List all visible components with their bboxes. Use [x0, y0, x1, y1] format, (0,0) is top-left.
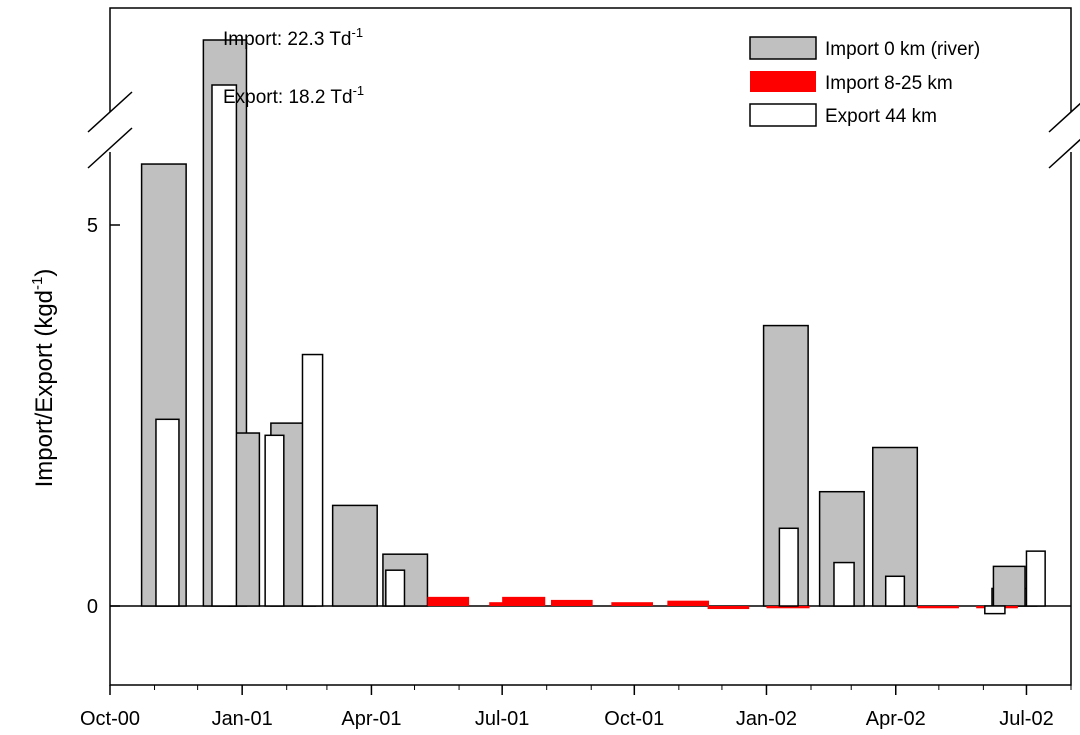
- legend-label-import-8-25: Import 8-25 km: [825, 73, 953, 94]
- legend-swatch-export-44: [749, 103, 817, 127]
- y-tick-label-1: 5: [87, 215, 98, 237]
- bar-export-44-km-6: [833, 561, 855, 607]
- break-slash-bottom-left: [87, 127, 133, 169]
- bar-import-0-km-river-4: [331, 504, 378, 607]
- bars-layer: [140, 39, 1046, 615]
- break-gap-right: [1068, 112, 1074, 152]
- x-tick-label-1: Jan-01: [212, 708, 273, 730]
- bar-export-44-km-2: [264, 434, 285, 607]
- bar-export-44-km-7: [884, 575, 906, 607]
- legend-label-export-44: Export 44 km: [825, 106, 937, 127]
- bar-import-8-25-km-3: [550, 599, 593, 606]
- import-annotation: Import: 22.3 Td-1: [223, 25, 363, 50]
- legend-swatch-import-river: [749, 36, 817, 60]
- legend: Import 0 km (river) Import 8-25 km Expor…: [749, 36, 980, 127]
- legend-label-import-river: Import 0 km (river): [825, 39, 980, 60]
- bar-export-44-km-0: [155, 418, 180, 607]
- break-gap-left: [107, 112, 113, 152]
- x-tick-label-4: Oct-01: [604, 708, 664, 730]
- bar-export-44-km-9: [1025, 550, 1046, 607]
- break-slash-top-right: [1048, 102, 1080, 133]
- y-tick-label-0: 0: [87, 596, 98, 618]
- x-tick-label-2: Apr-01: [341, 708, 401, 730]
- bar-export-44-km-3: [301, 353, 324, 607]
- bar-export-44-km-4: [385, 569, 406, 607]
- export-annotation: Export: 18.2 Td-1: [223, 83, 364, 108]
- x-tick-label-3: Jul-01: [475, 708, 529, 730]
- annotations-layer: Import: 22.3 Td-1 Export: 18.2 Td-1: [223, 25, 364, 108]
- bar-import-8-25-km-5: [667, 600, 710, 606]
- x-tick-label-6: Apr-02: [866, 708, 926, 730]
- bar-import-8-25-km-6: [707, 606, 750, 610]
- bar-import-8-25-km-8: [917, 606, 959, 609]
- bar-import-8-25-km-0: [427, 596, 470, 606]
- x-tick-label-0: Oct-00: [80, 708, 140, 730]
- x-tick-label-7: Jul-02: [999, 708, 1053, 730]
- axis-break-layer: [87, 91, 1080, 169]
- y-axis-title: Import/Export (kgd-1): [29, 269, 58, 488]
- bar-import-8-25-km-4: [611, 602, 653, 606]
- x-tick-label-5: Jan-02: [736, 708, 797, 730]
- bar-export-44-km-1: [211, 84, 238, 607]
- bar-import-8-25-km-2: [502, 596, 546, 606]
- bar-import-8-25-km-7: [766, 606, 810, 609]
- bar-export-44-km-5: [778, 527, 799, 607]
- bar-export-44-km-8: [984, 605, 1006, 615]
- break-slash-top-left: [87, 91, 133, 133]
- bar-import-0-km-river-11: [992, 565, 1026, 607]
- break-slash-bottom-right: [1048, 138, 1080, 169]
- legend-swatch-import-8-25: [750, 71, 816, 92]
